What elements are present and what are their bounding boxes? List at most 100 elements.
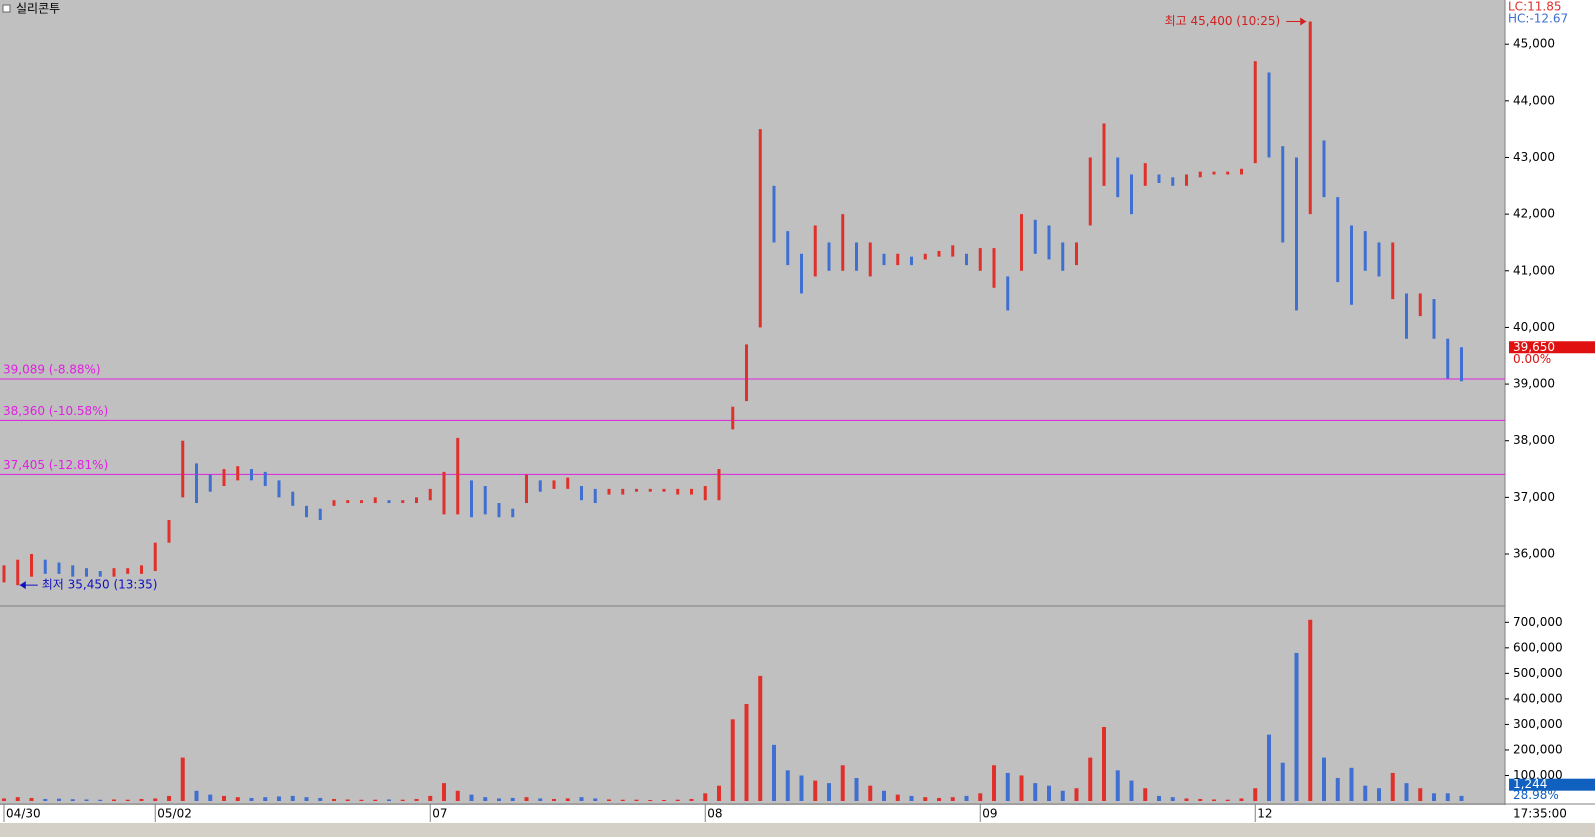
price-bar — [923, 253, 927, 260]
y-tick-label: 37,000 — [1513, 490, 1555, 504]
volume-bar — [648, 799, 653, 801]
price-bar — [868, 242, 872, 277]
volume-bar — [1074, 788, 1079, 801]
price-bar — [456, 437, 460, 515]
price-bar — [772, 185, 776, 243]
volume-bar — [730, 719, 735, 801]
volume-bar — [194, 790, 199, 801]
price-bar — [1047, 225, 1051, 260]
volume-bar — [964, 795, 969, 801]
y-tick-label: 41,000 — [1513, 263, 1555, 277]
volume-bar — [827, 783, 831, 801]
price-bar — [937, 250, 941, 257]
y-tick-label: 300,000 — [1513, 717, 1563, 731]
price-bar — [2, 565, 6, 583]
x-tick-label: 08 — [707, 807, 722, 821]
volume-bar — [318, 797, 323, 801]
volume-bar — [909, 795, 914, 801]
volume-bar — [799, 775, 804, 801]
volume-bar — [1239, 798, 1244, 801]
volume-bar — [1102, 726, 1106, 801]
price-bar — [703, 486, 707, 501]
price-bar — [580, 486, 583, 501]
volume-bar — [98, 799, 103, 801]
y-tick-label: 43,000 — [1513, 150, 1555, 164]
price-bar — [1061, 242, 1065, 271]
volume-bar — [675, 799, 680, 801]
price-bar — [676, 488, 680, 495]
price-bar — [112, 568, 116, 577]
volume-bar — [1060, 790, 1065, 801]
volume-bar — [497, 798, 501, 801]
price-bar — [153, 542, 157, 572]
volume-bar — [1088, 757, 1093, 801]
level-label: 39,089 (-8.88%) — [3, 363, 101, 377]
price-bar — [360, 500, 363, 504]
y-tick-label: 400,000 — [1513, 691, 1563, 705]
price-bar — [1240, 168, 1243, 175]
price-bar — [1350, 225, 1353, 305]
current-price-box — [1509, 341, 1595, 354]
volume-bar — [1047, 785, 1051, 801]
price-bar — [896, 253, 900, 266]
volume-bar — [345, 799, 350, 801]
price-bar — [291, 491, 295, 506]
price-bar — [1446, 338, 1450, 379]
volume-bar — [249, 797, 254, 801]
volume-bar — [414, 798, 419, 801]
price-bar — [373, 497, 377, 504]
volume-bar — [1184, 798, 1189, 801]
y-tick-label: 36,000 — [1513, 547, 1555, 561]
volume-bar — [167, 795, 171, 801]
price-bar — [758, 129, 762, 328]
price-bar — [140, 565, 143, 574]
volume-bar — [840, 765, 845, 801]
volume-bar — [1335, 778, 1340, 801]
current-volume-label: 1,244 — [1513, 777, 1547, 791]
price-bar — [483, 486, 487, 515]
price-bar — [263, 471, 267, 487]
price-bar — [511, 508, 515, 518]
price-bar — [1130, 174, 1133, 215]
volume-bar — [1377, 788, 1381, 801]
price-bar — [745, 344, 748, 402]
price-bar — [43, 559, 47, 574]
price-bar — [126, 568, 130, 574]
price-bar — [965, 253, 968, 266]
price-bar — [593, 488, 597, 504]
price-bar — [635, 488, 638, 492]
volume-bar — [689, 798, 694, 801]
volume-bar — [139, 798, 144, 801]
price-bar — [250, 469, 253, 481]
volume-bar — [1033, 783, 1038, 801]
price-bar — [1391, 242, 1395, 300]
price-bar — [1432, 299, 1436, 339]
volume-bar — [1280, 762, 1285, 801]
title-icon — [2, 4, 11, 13]
volume-bar — [1212, 799, 1216, 801]
volume-bar — [1445, 793, 1450, 801]
price-bar — [442, 471, 446, 515]
price-bar — [538, 480, 542, 492]
volume-bar — [483, 797, 488, 801]
volume-bar — [1322, 757, 1326, 801]
volume-bar — [538, 798, 543, 801]
volume-bar — [1005, 772, 1010, 801]
x-tick-label: 04/30 — [6, 807, 41, 821]
price-bar — [195, 463, 198, 504]
price-bar — [387, 500, 391, 504]
volume-bar — [400, 799, 405, 801]
price-bar — [1460, 347, 1463, 382]
volume-bar — [978, 793, 983, 801]
max-arrowhead — [1300, 17, 1307, 26]
volume-bar — [868, 785, 873, 801]
price-bar — [30, 554, 33, 577]
price-bar — [1295, 157, 1298, 311]
price-bar — [1377, 242, 1381, 277]
price-bar — [1336, 197, 1340, 283]
volume-bar — [1225, 799, 1230, 801]
price-bar — [16, 559, 20, 586]
price-bar — [167, 520, 171, 543]
price-bar — [277, 480, 281, 498]
level-label: 37,405 (-12.81%) — [3, 458, 108, 472]
